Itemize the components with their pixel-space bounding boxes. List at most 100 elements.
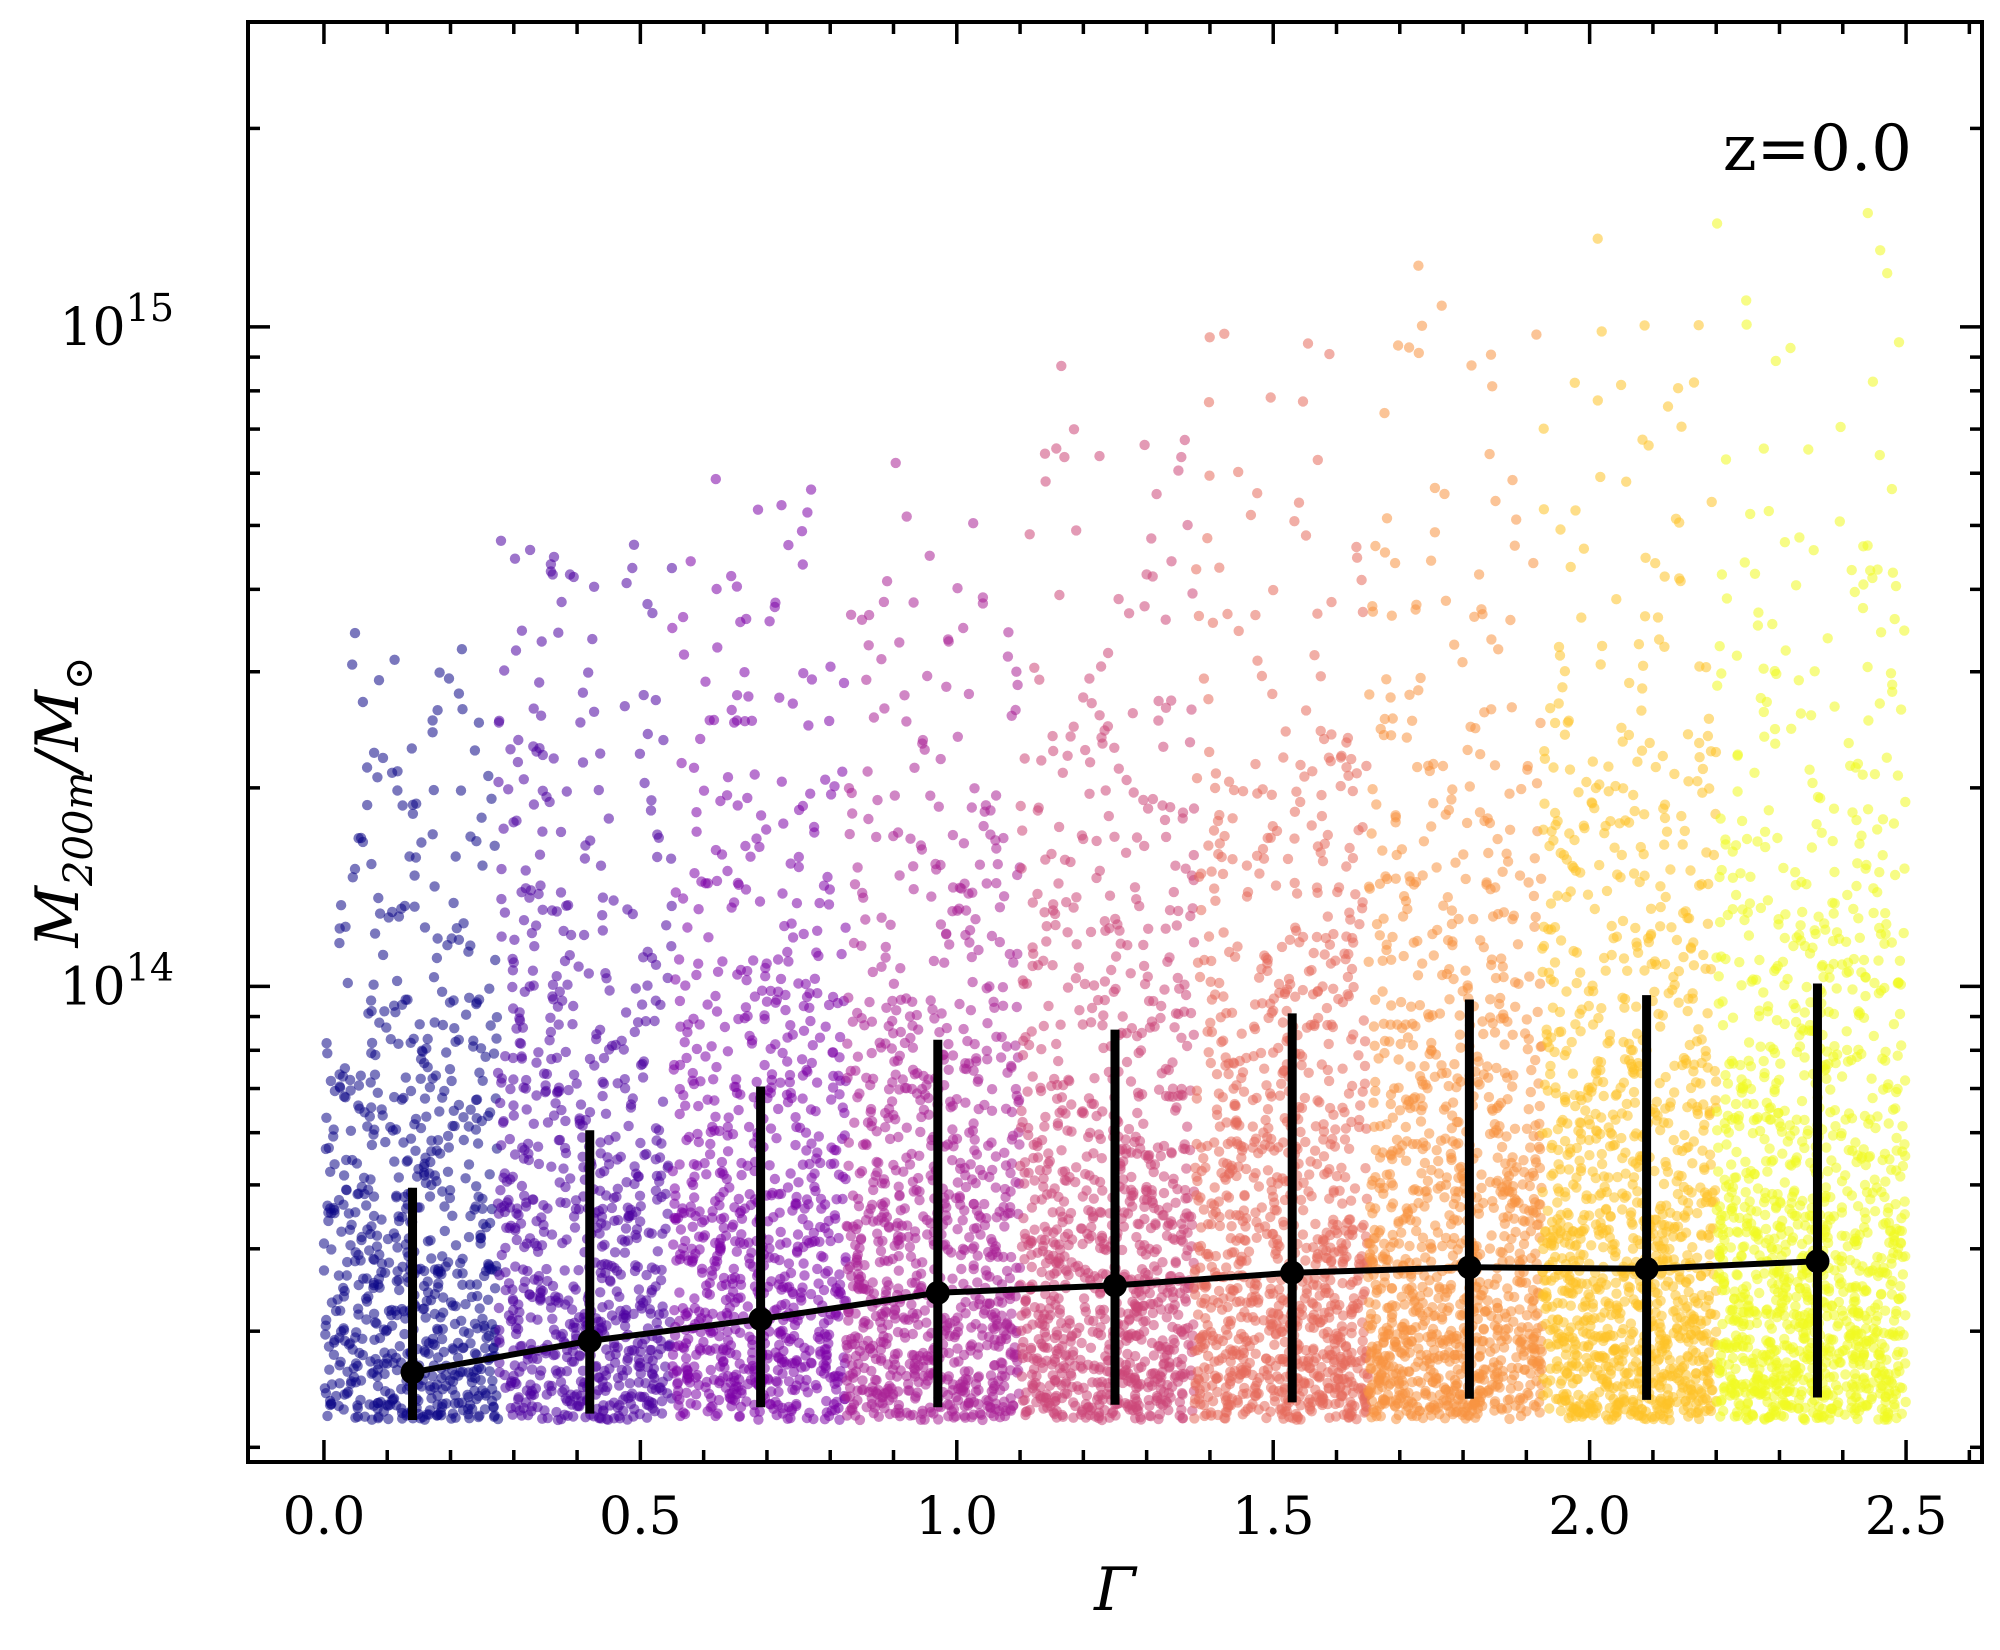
scatter-point: [736, 1213, 748, 1225]
scatter-point: [801, 1145, 812, 1156]
scatter-point: [1063, 1269, 1074, 1281]
scatter-point: [899, 1327, 910, 1339]
scatter-point: [614, 1380, 625, 1391]
scatter-point: [1294, 937, 1305, 948]
scatter-point: [687, 1075, 698, 1086]
scatter-point: [656, 1408, 668, 1419]
scatter-point: [1122, 1348, 1133, 1360]
scatter-point: [342, 977, 353, 989]
scatter-point: [850, 1331, 861, 1342]
scatter-point: [501, 1197, 513, 1208]
scatter-point: [974, 1294, 985, 1305]
scatter-point: [424, 1082, 436, 1093]
scatter-point: [1146, 533, 1157, 544]
scatter-point: [725, 1347, 736, 1359]
scatter-point: [614, 1400, 625, 1411]
scatter-point: [877, 1235, 888, 1247]
scatter-point: [1053, 821, 1065, 833]
scatter-point: [1080, 1306, 1092, 1317]
scatter-point: [934, 1027, 945, 1038]
scatter-point: [733, 1381, 744, 1392]
scatter-point: [1217, 868, 1229, 880]
scatter-point: [1085, 1017, 1097, 1028]
scatter-point: [1046, 848, 1057, 860]
scatter-point: [901, 511, 912, 522]
scatter-point: [1168, 1173, 1179, 1185]
scatter-point: [705, 1138, 716, 1150]
scatter-point: [1039, 1342, 1051, 1353]
scatter-point: [988, 1383, 999, 1394]
scatter-point: [918, 1361, 929, 1373]
scatter-point: [885, 919, 896, 930]
scatter-point: [990, 1182, 1001, 1193]
scatter-point: [1013, 1096, 1024, 1108]
scatter-point: [1007, 1130, 1019, 1142]
scatter-point: [392, 766, 403, 777]
scatter-point: [1102, 647, 1114, 659]
scatter-point: [1017, 1050, 1029, 1061]
scatter-point: [941, 681, 952, 692]
scatter-point: [820, 1021, 831, 1032]
scatter-point: [754, 896, 766, 907]
scatter-point: [1243, 1246, 1255, 1257]
scatter-point: [486, 1319, 497, 1330]
scatter-point: [1084, 788, 1095, 799]
scatter-point: [718, 1222, 729, 1234]
scatter-point: [363, 1291, 374, 1302]
scatter-point: [798, 1258, 809, 1269]
scatter-point: [680, 1100, 691, 1111]
scatter-point: [1340, 1239, 1352, 1250]
scatter-point: [499, 907, 511, 918]
scatter-point: [833, 1070, 844, 1082]
scatter-point: [1147, 793, 1159, 805]
scatter-point: [660, 1223, 671, 1235]
scatter-point: [814, 897, 825, 909]
scatter-point: [394, 1341, 405, 1352]
scatter-point: [1082, 1402, 1093, 1413]
scatter-point: [597, 1302, 608, 1313]
scatter-point: [456, 644, 468, 655]
scatter-point: [1190, 1162, 1201, 1174]
scatter-point: [780, 1298, 791, 1310]
scatter-point: [872, 1228, 883, 1239]
scatter-point: [814, 1032, 826, 1043]
scatter-point: [1297, 1229, 1309, 1240]
scatter-point: [595, 1316, 607, 1328]
scatter-point: [1351, 768, 1363, 779]
scatter-point: [612, 1183, 623, 1195]
scatter-point: [1142, 971, 1154, 982]
scatter-point: [766, 1082, 777, 1093]
scatter-point: [965, 1005, 977, 1016]
scatter-point: [1153, 1084, 1165, 1095]
scatter-point: [802, 1387, 813, 1398]
scatter-point: [834, 1089, 845, 1100]
scatter-point: [341, 1270, 352, 1281]
scatter-point: [731, 1074, 742, 1085]
scatter-point: [536, 1212, 547, 1223]
scatter-point: [1089, 1360, 1100, 1371]
scatter-point: [1307, 766, 1318, 777]
scatter-point: [546, 1229, 558, 1240]
scatter-point: [548, 1350, 559, 1361]
scatter-point: [1027, 1071, 1038, 1082]
scatter-point: [740, 884, 752, 895]
scatter-point: [566, 1304, 578, 1315]
scatter-point: [348, 1372, 360, 1383]
scatter-point: [782, 1056, 793, 1067]
scatter-point: [991, 878, 1002, 889]
scatter-point: [1325, 1256, 1337, 1268]
scatter-point: [565, 1173, 576, 1184]
scatter-point: [1240, 1221, 1251, 1232]
scatter-point: [735, 616, 746, 628]
scatter-point: [833, 1371, 844, 1382]
scatter-point: [1347, 852, 1359, 864]
scatter-point: [1136, 1334, 1147, 1345]
scatter-point: [692, 1160, 703, 1171]
scatter-point: [650, 959, 662, 970]
scatter-point: [880, 1038, 891, 1049]
scatter-point: [519, 986, 530, 997]
scatter-point: [321, 1038, 332, 1049]
scatter-point: [1250, 1348, 1261, 1360]
scatter-point: [1094, 865, 1106, 876]
scatter-point: [1304, 1169, 1315, 1180]
